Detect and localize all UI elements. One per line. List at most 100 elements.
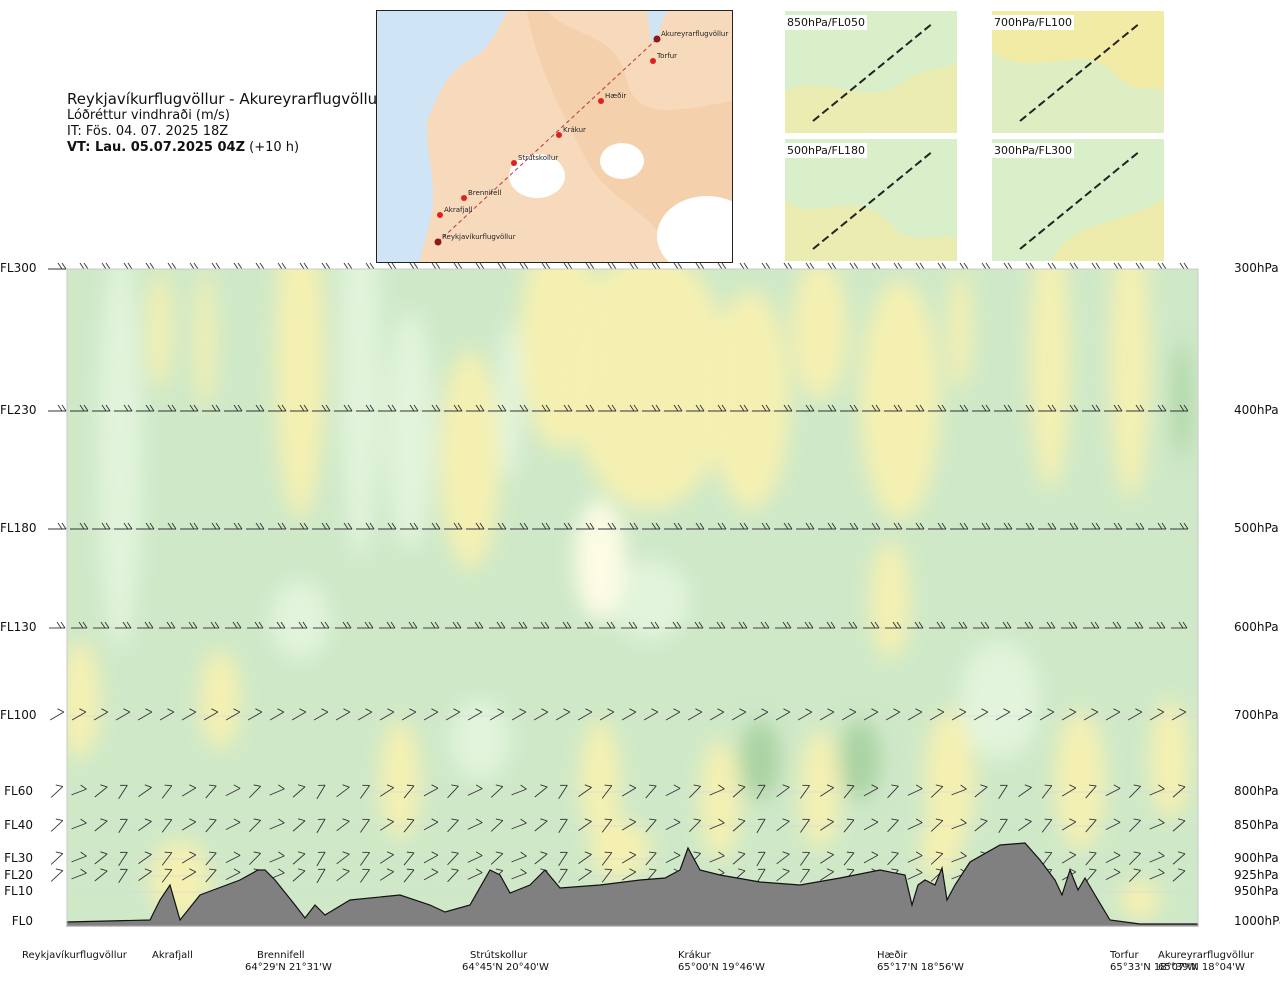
wind-barb (1104, 522, 1123, 530)
wind-barb (225, 784, 241, 797)
wind-barb (203, 708, 219, 721)
wind-barb (93, 621, 110, 629)
contour-down (792, 269, 848, 400)
wind-barb (334, 522, 353, 530)
wind-barb (797, 621, 814, 629)
wind-barb (819, 621, 836, 629)
wind-barb (951, 851, 967, 863)
wind-barb (490, 851, 504, 865)
wind-barb (334, 262, 353, 270)
contour-down (1110, 269, 1150, 500)
pressure-level-label: 850hPa (1234, 818, 1279, 832)
map-waypoint-label: Brennifell (468, 189, 501, 197)
wind-barb (800, 868, 810, 883)
wind-barb (70, 404, 89, 412)
wind-barb (994, 262, 1013, 270)
wind-barb (862, 522, 881, 530)
wind-barb (774, 522, 793, 530)
route-title: Reykjavíkurflugvöllur - Akureyrarflugvöl… (67, 90, 384, 108)
map-waypoint-label: Strútskollur (518, 154, 558, 162)
wind-barb (447, 818, 459, 833)
wind-barb (532, 262, 551, 270)
wind-barb (161, 868, 173, 883)
contour-down (1055, 710, 1105, 850)
wind-barb (974, 818, 988, 832)
wind-barb (115, 621, 132, 629)
wind-barb (94, 818, 108, 832)
wind-barb (1038, 522, 1057, 530)
wind-barb (269, 621, 286, 629)
wind-barb (995, 708, 1011, 721)
waypoint-label: Krákur 65°00'N 19°46'W (678, 950, 765, 974)
wind-barb (598, 262, 617, 270)
map-waypoint-dot (511, 160, 517, 166)
wind-barb (887, 784, 899, 799)
wind-barb (292, 784, 306, 798)
wind-barb (731, 621, 748, 629)
wind-barb (578, 868, 592, 881)
contour-weak_up (610, 560, 690, 640)
wind-barb (887, 851, 899, 866)
wind-barb (71, 784, 87, 796)
waypoint-label: Hæðir 65°17'N 18°56'W (877, 950, 964, 974)
wind-barb (268, 262, 287, 270)
wind-barb (1041, 851, 1053, 866)
wind-barb (642, 522, 661, 530)
wind-barb (225, 818, 241, 831)
wind-barb (401, 708, 417, 721)
wind-barb (731, 708, 747, 721)
wind-barb (645, 851, 657, 866)
wind-barb (776, 851, 790, 865)
waypoint-coord: 64°29'N 21°31'W (245, 962, 332, 973)
wind-barb (403, 818, 415, 833)
waypoint-coord: 65°17'N 18°56'W (877, 962, 964, 973)
wind-barb (554, 404, 573, 412)
wind-barb (1060, 262, 1079, 270)
wind-barb (205, 868, 217, 883)
wind-barb (291, 708, 307, 721)
wind-barb (709, 708, 725, 721)
wind-barb (578, 818, 592, 831)
wind-barb (247, 708, 263, 721)
wind-barb (532, 522, 551, 530)
wind-barb (928, 262, 947, 270)
wind-barb (268, 404, 287, 412)
pressure-level-label: 400hPa (1234, 403, 1279, 417)
wind-barb (360, 851, 370, 866)
wind-barb (929, 621, 946, 629)
wind-barb (820, 784, 834, 797)
wind-barb (510, 404, 529, 412)
wind-barb (665, 784, 681, 797)
wind-barb (951, 784, 967, 796)
wind-barb (444, 262, 463, 270)
map-waypoint-dot (653, 35, 661, 43)
wind-barb (558, 818, 568, 833)
wind-barb (533, 621, 550, 629)
wind-barb (906, 404, 925, 412)
wind-barb (161, 784, 173, 799)
wind-barb (1105, 784, 1121, 797)
wind-barb (336, 818, 350, 832)
wind-barb (884, 522, 903, 530)
wind-barb (466, 262, 485, 270)
wind-barb (48, 262, 67, 270)
wind-barb (181, 868, 197, 881)
wind-barb (1085, 851, 1097, 866)
wind-barb (753, 621, 770, 629)
wind-barb (797, 708, 813, 721)
wind-barb (774, 404, 793, 412)
wind-barb (379, 708, 395, 721)
waypoint-name: Akrafjall (152, 950, 193, 961)
wind-barb (181, 818, 197, 831)
pressure-level-label: 900hPa (1234, 851, 1279, 865)
mini-map-300: 300hPa/FL300 (992, 139, 1164, 261)
wind-barb (645, 784, 657, 799)
wind-barb (800, 818, 810, 833)
map-waypoint-dot (650, 58, 656, 64)
wind-barb (578, 784, 592, 797)
wind-barb (489, 708, 505, 721)
contour-down (148, 270, 172, 390)
contour-down (195, 270, 215, 410)
chart-subtitle: Lóðréttur vindhraði (m/s) (67, 108, 230, 123)
wind-barb (665, 851, 681, 864)
